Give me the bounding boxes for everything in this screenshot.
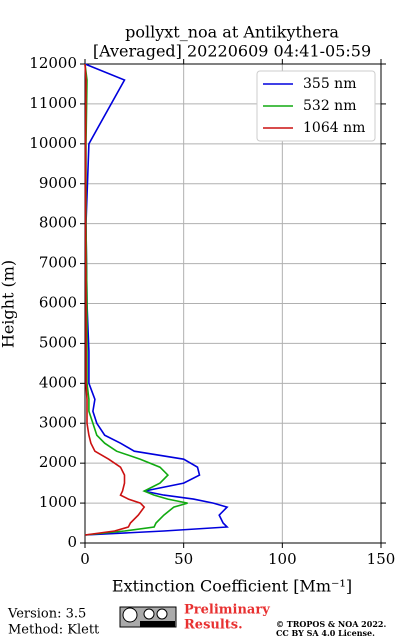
y-tick-label: 3000 [39,413,77,431]
y-tick-label: 2000 [39,453,77,471]
y-tick-label: 11000 [29,94,77,112]
x-tick-label: 100 [268,550,297,568]
legend-label: 1064 nm [303,120,365,136]
profile-line [84,63,146,536]
notice: Results. [184,618,243,633]
y-tick-label: 4000 [39,373,77,391]
legend-label: 532 nm [303,98,356,114]
x-tick-label: 150 [367,550,396,568]
cc-badge [119,606,177,628]
y-tick-label: 8000 [39,214,77,232]
plot-frame [84,63,382,544]
y-tick-label: 12000 [29,54,77,72]
y-axis-label: Height (m) [0,260,18,348]
y-tick-label: 7000 [39,254,77,272]
chart-subtitle: [Averaged] 20220609 04:41-05:59 [93,42,371,61]
y-tick-label: 1000 [39,493,77,511]
y-tick-label: 9000 [39,174,77,192]
y-tick-label: 10000 [29,134,77,152]
method: Method: Klett [8,623,100,638]
profile-line [84,63,188,536]
copyright: © TROPOS & NOA 2022. [276,619,386,629]
x-axis-label: Extinction Coefficient [Mm⁻¹] [112,577,352,596]
notice: Preliminary [184,603,270,618]
y-tick-label: 5000 [39,333,77,351]
legend-box [256,70,376,142]
legend-label: 355 nm [303,76,356,92]
y-tick-label: 6000 [39,294,77,312]
x-tick-label: 50 [174,550,193,568]
profile-line [84,63,229,536]
license: CC BY SA 4.0 License. [276,628,375,638]
y-tick-label: 0 [67,533,77,551]
chart-title: pollyxt_noa at Antikythera [125,23,339,42]
x-tick-label: 0 [80,550,90,568]
version: Version: 3.5 [7,607,86,622]
